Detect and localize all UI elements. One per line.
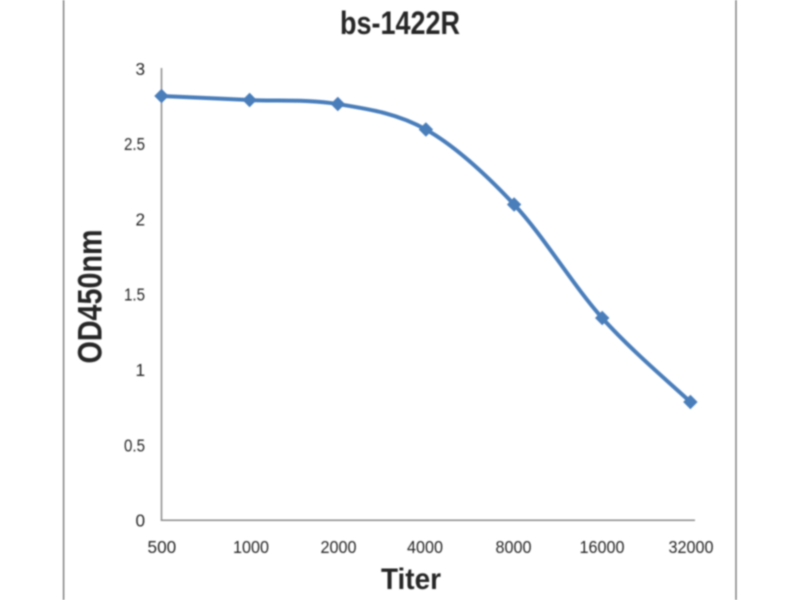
svg-text:Titer: Titer	[381, 563, 441, 596]
svg-text:500: 500	[148, 537, 177, 557]
svg-text:16000: 16000	[580, 537, 625, 557]
svg-text:4000: 4000	[407, 537, 443, 557]
svg-text:2: 2	[135, 210, 145, 230]
svg-text:1.5: 1.5	[124, 285, 145, 305]
svg-text:bs-1422R: bs-1422R	[340, 5, 460, 41]
svg-text:0.5: 0.5	[124, 435, 145, 455]
svg-text:2000: 2000	[321, 537, 357, 557]
svg-text:OD450nm: OD450nm	[72, 230, 110, 364]
svg-text:2.5: 2.5	[124, 134, 145, 154]
svg-text:1: 1	[135, 360, 145, 380]
svg-text:0: 0	[135, 511, 145, 531]
svg-text:8000: 8000	[496, 537, 532, 557]
svg-text:1000: 1000	[233, 537, 269, 557]
svg-text:3: 3	[135, 59, 145, 79]
svg-text:32000: 32000	[669, 537, 714, 557]
